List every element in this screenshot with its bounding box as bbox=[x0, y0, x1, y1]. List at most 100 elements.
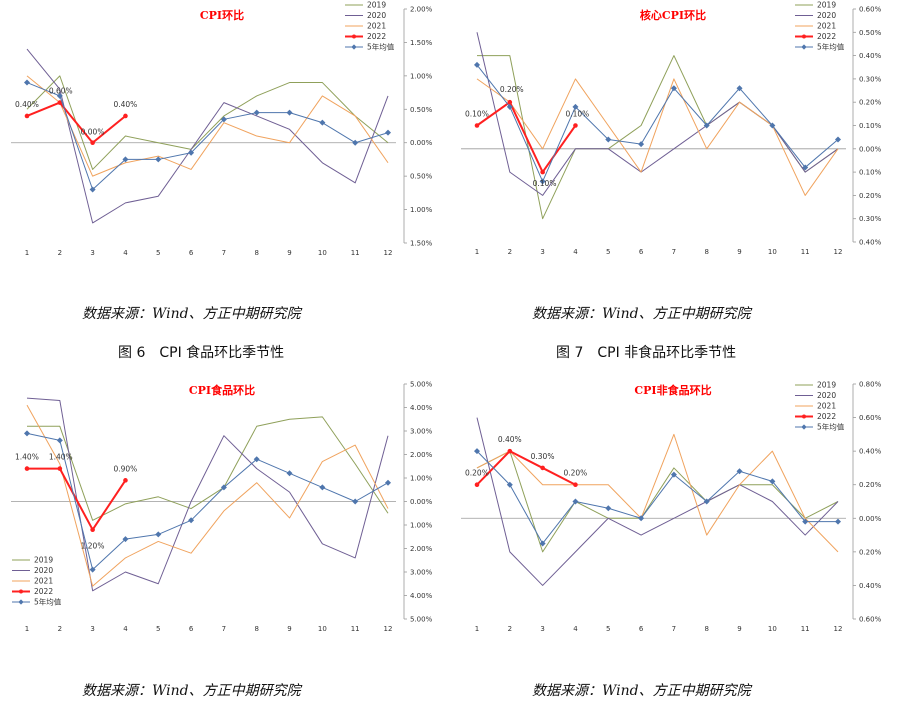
y-tick-label: 5.00% bbox=[410, 381, 433, 389]
series-line-2020 bbox=[476, 417, 839, 586]
x-tick-label: 10 bbox=[768, 248, 777, 256]
series-point-avg bbox=[352, 498, 359, 505]
series-line-2022 bbox=[476, 101, 577, 174]
series-point-avg bbox=[539, 178, 546, 185]
series-point-avg bbox=[155, 156, 162, 163]
series-point-avg bbox=[703, 498, 710, 505]
series-line-avg bbox=[26, 432, 389, 571]
series-point-2022 bbox=[24, 113, 30, 119]
data-label: 0.40% bbox=[15, 100, 39, 109]
y-tick-label: 0.00% bbox=[410, 498, 433, 506]
series-point-2022 bbox=[540, 465, 545, 471]
series-point-avg bbox=[572, 103, 579, 110]
data-label: 0.20% bbox=[563, 469, 587, 478]
y-tick-label: 1.00% bbox=[410, 72, 433, 80]
series-point-2022 bbox=[573, 482, 578, 488]
y-tick-label: 0.00% bbox=[859, 145, 882, 153]
figure-caption: 图 6 CPI 食品环比季节性 bbox=[118, 345, 285, 361]
x-tick-label: 9 bbox=[287, 249, 291, 257]
y-tick-label: 4.00% bbox=[410, 404, 433, 412]
series-point-avg bbox=[385, 129, 391, 136]
data-label: 0.40% bbox=[113, 100, 137, 109]
series-point-2022 bbox=[474, 482, 480, 488]
series-line-2020 bbox=[476, 32, 839, 196]
series-line-2021 bbox=[26, 75, 389, 177]
data-label: 1.40% bbox=[15, 453, 39, 462]
y-tick-label: 0.60% bbox=[859, 616, 882, 624]
y-tick-label: 0.10% bbox=[859, 122, 882, 130]
y-tick-label: 5.00% bbox=[410, 616, 433, 624]
x-tick-label: 3 bbox=[540, 248, 544, 256]
x-tick-label: 8 bbox=[254, 249, 258, 257]
data-label: 0.10% bbox=[533, 179, 557, 188]
series-point-avg bbox=[220, 484, 227, 491]
x-tick-label: 6 bbox=[639, 248, 644, 256]
y-tick-label: 1.50% bbox=[410, 39, 433, 47]
x-tick-label: 11 bbox=[801, 625, 810, 633]
series-point-avg bbox=[220, 116, 227, 123]
legend-marker-2022 bbox=[802, 414, 806, 419]
data-label: 0.30% bbox=[531, 452, 555, 461]
legend-label: 2019 bbox=[34, 556, 53, 565]
source-note: 数据来源：Wind、方正中期研究院 bbox=[82, 306, 301, 322]
y-tick-label: 0.40% bbox=[859, 448, 882, 456]
x-tick-label: 9 bbox=[287, 625, 291, 633]
data-label: 0.10% bbox=[565, 110, 589, 119]
y-tick-label: 0.00% bbox=[410, 139, 433, 147]
x-tick-label: 5 bbox=[606, 625, 610, 633]
y-tick-label: 0.40% bbox=[859, 239, 882, 247]
x-tick-label: 11 bbox=[801, 248, 810, 256]
y-tick-label: 0.60% bbox=[859, 6, 882, 14]
x-tick-label: 5 bbox=[156, 625, 160, 633]
y-tick-label: 0.20% bbox=[859, 99, 882, 107]
series-point-avg bbox=[769, 478, 776, 485]
series-point-avg bbox=[352, 139, 359, 146]
figure-caption: 图 7 CPI 非食品环比季节性 bbox=[556, 345, 737, 361]
legend-label: 5年均值 bbox=[367, 42, 395, 52]
series-point-avg bbox=[736, 468, 743, 475]
series-point-avg bbox=[253, 456, 260, 463]
series-point-avg bbox=[122, 156, 129, 163]
data-label: 0.20% bbox=[500, 85, 524, 94]
series-point-avg bbox=[319, 119, 326, 126]
series-point-avg bbox=[319, 484, 326, 491]
y-tick-label: 0.30% bbox=[859, 215, 882, 223]
y-tick-label: 0.50% bbox=[410, 173, 433, 181]
legend-label: 2020 bbox=[817, 11, 836, 20]
x-tick-label: 4 bbox=[123, 625, 128, 633]
series-point-avg bbox=[835, 136, 841, 143]
legend-label: 2021 bbox=[34, 577, 53, 586]
series-point-avg bbox=[286, 470, 293, 477]
series-point-2022 bbox=[507, 99, 513, 105]
data-label: 0.10% bbox=[465, 110, 489, 119]
x-tick-label: 10 bbox=[318, 249, 327, 257]
series-point-2022 bbox=[57, 466, 63, 471]
data-label: 1.20% bbox=[81, 542, 105, 551]
series-point-avg bbox=[638, 515, 645, 522]
x-tick-label: 4 bbox=[573, 625, 578, 633]
series-point-2022 bbox=[90, 527, 95, 532]
series-point-2022 bbox=[540, 169, 545, 175]
legend-label: 2022 bbox=[817, 412, 836, 421]
data-label: 0.90% bbox=[113, 464, 137, 473]
series-point-2022 bbox=[474, 123, 480, 128]
series-point-avg bbox=[89, 186, 96, 193]
series-point-avg bbox=[56, 437, 63, 444]
y-tick-label: 0.50% bbox=[859, 29, 882, 37]
x-tick-label: 9 bbox=[737, 625, 741, 633]
data-label: 0.60% bbox=[49, 87, 73, 96]
legend-label: 2020 bbox=[817, 391, 836, 400]
legend-label: 2021 bbox=[817, 22, 836, 31]
x-tick-label: 12 bbox=[384, 625, 393, 633]
series-line-avg bbox=[476, 64, 839, 182]
series-line-2019 bbox=[477, 55, 839, 220]
y-tick-label: 1.00% bbox=[410, 206, 433, 214]
x-tick-label: 7 bbox=[222, 625, 226, 633]
series-point-avg bbox=[835, 518, 841, 525]
series-line-avg bbox=[26, 82, 389, 191]
x-tick-label: 3 bbox=[90, 249, 94, 257]
series-point-avg bbox=[24, 430, 30, 437]
series-point-avg bbox=[539, 540, 546, 547]
y-tick-label: 0.30% bbox=[859, 75, 882, 83]
y-tick-label: 0.80% bbox=[859, 381, 882, 389]
